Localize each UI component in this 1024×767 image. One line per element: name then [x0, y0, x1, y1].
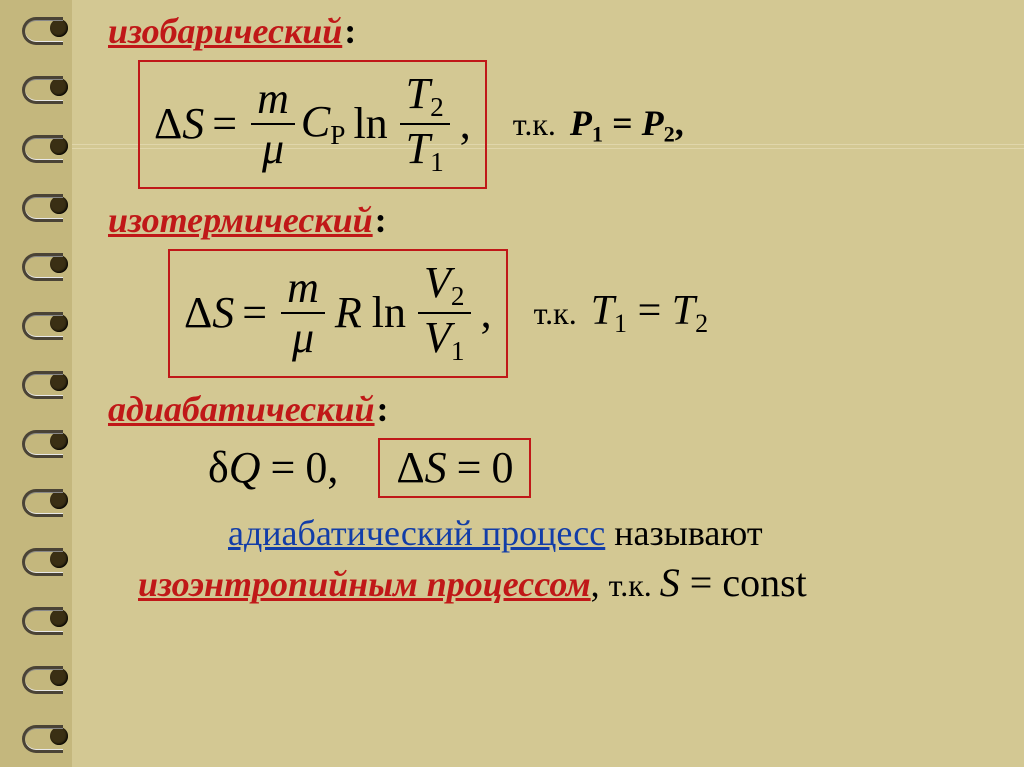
spiral-ring [24, 74, 68, 102]
heading-isobaric: изобарический: [108, 10, 1008, 52]
formula-ds-zero: ΔS = 0 [378, 438, 531, 498]
spiral-ring [24, 310, 68, 338]
formula-isobaric: ΔS = m μ CP ln T2 T1 , [138, 60, 487, 189]
frac-num: m [251, 75, 295, 125]
heading-isothermal: изотермический: [108, 199, 1008, 241]
spiral-ring [24, 546, 68, 574]
heading-adiabatic: адиабатический: [108, 388, 1008, 430]
coeff-cp: CP [301, 100, 346, 149]
spiral-ring [24, 15, 68, 43]
heading-adiabatic-text: адиабатический [108, 389, 375, 429]
heading-isobaric-text: изобарический [108, 11, 342, 51]
row-isothermal: ΔS = m μ R ln V2 V1 , т.к. T1 = T2 [168, 249, 1008, 378]
spiral-ring [24, 487, 68, 515]
footer-emph: изоэнтропийным процессом [138, 564, 591, 604]
frac-den: μ [256, 125, 290, 173]
condition-isothermal: т.к. T1 = T2 [534, 287, 709, 339]
spiral-ring [24, 664, 68, 692]
footer-sentence: адиабатический процесс называют изоэнтро… [138, 510, 1008, 609]
spiral-ring [24, 133, 68, 161]
formula-isothermal: ΔS = m μ R ln V2 V1 , [168, 249, 508, 378]
spiral-binding [24, 0, 68, 767]
condition-isobaric: т.к. P1 = P2, [513, 102, 684, 148]
spiral-ring [24, 723, 68, 751]
spiral-ring [24, 251, 68, 279]
row-adiabatic: δQ = 0, ΔS = 0 [208, 438, 1008, 498]
formula-dq: δQ = 0, [208, 446, 338, 490]
spiral-ring [24, 192, 68, 220]
spiral-ring [24, 605, 68, 633]
slide-content: изобарический: ΔS = m μ CP ln T2 T1 , т.… [108, 10, 1008, 609]
ln-op: ln [353, 102, 387, 146]
spiral-ring [24, 369, 68, 397]
footer-eq: S = const [660, 560, 807, 605]
footer-link: адиабатический процесс [228, 513, 605, 553]
row-isobaric: ΔS = m μ CP ln T2 T1 , т.к. P1 = P2, [138, 60, 1008, 189]
heading-colon: : [342, 10, 356, 52]
footer-rest: называют [605, 513, 762, 553]
spiral-ring [24, 428, 68, 456]
heading-isothermal-text: изотермический [108, 200, 373, 240]
